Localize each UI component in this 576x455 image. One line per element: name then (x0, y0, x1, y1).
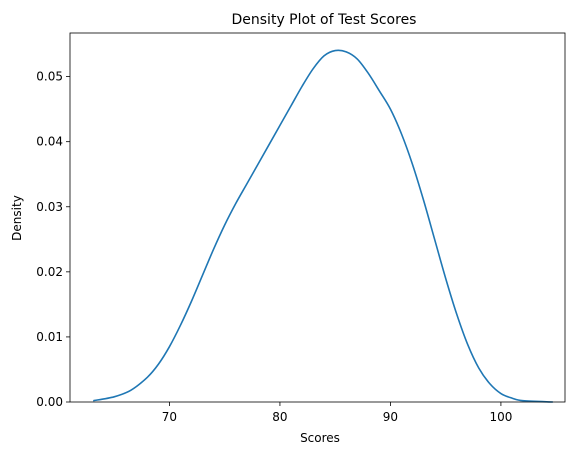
y-tick-label: 0.00 (36, 395, 63, 409)
x-tick-label: 90 (383, 410, 398, 424)
y-tick-label: 0.02 (36, 265, 63, 279)
y-axis-label: Density (10, 195, 24, 241)
x-tick-label: 80 (272, 410, 287, 424)
chart-title: Density Plot of Test Scores (232, 12, 417, 28)
plot-frame (69, 32, 566, 403)
x-axis-label: Scores (300, 431, 340, 445)
x-tick-label: 100 (489, 410, 512, 424)
y-tick-label: 0.03 (36, 200, 63, 214)
density-curve (93, 49, 553, 403)
axis-ticks: 70 80 90 100 0.00 0.01 0.02 0.03 0.04 0.05 (36, 70, 512, 424)
series-layer (93, 49, 553, 403)
y-tick-label: 0.04 (36, 135, 63, 149)
y-tick-label: 0.01 (36, 330, 63, 344)
x-tick-label: 70 (162, 410, 177, 424)
y-tick-label: 0.05 (36, 70, 63, 84)
